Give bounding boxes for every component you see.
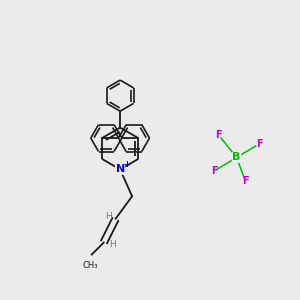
Text: +: + (123, 160, 130, 169)
Text: H: H (109, 240, 116, 249)
Text: F: F (211, 166, 217, 176)
Text: B: B (232, 152, 241, 163)
Text: H: H (105, 212, 112, 221)
Text: F: F (242, 176, 249, 186)
Text: CH₃: CH₃ (82, 261, 98, 270)
Text: N: N (116, 164, 125, 174)
Text: F: F (256, 139, 262, 149)
Text: F: F (215, 130, 222, 140)
